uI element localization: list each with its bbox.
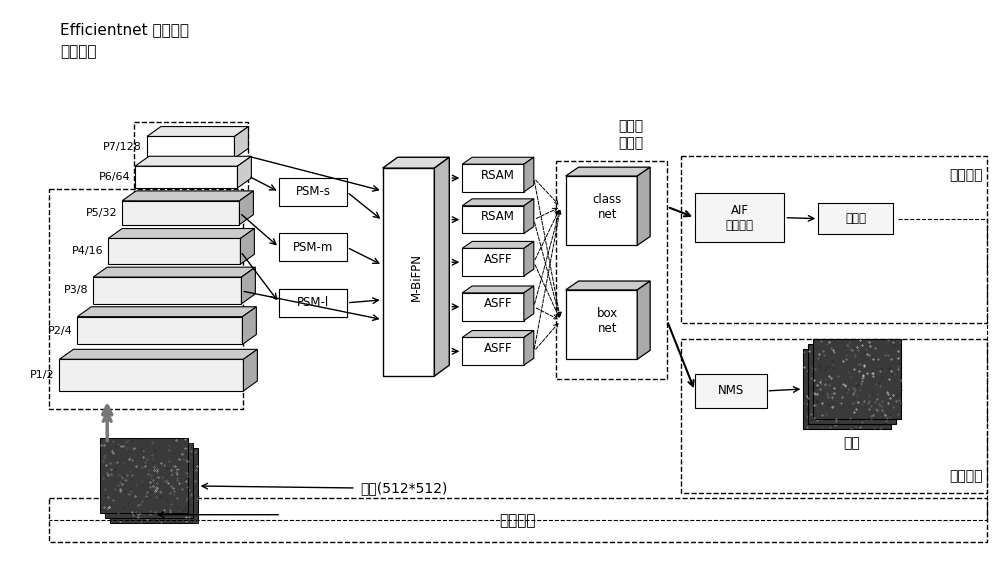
Polygon shape — [462, 331, 534, 337]
Polygon shape — [383, 157, 449, 168]
Polygon shape — [135, 156, 251, 166]
Polygon shape — [147, 126, 248, 137]
Polygon shape — [637, 281, 650, 359]
Text: 迭代训练: 迭代训练 — [500, 513, 536, 528]
Polygon shape — [524, 331, 534, 365]
Polygon shape — [524, 242, 534, 276]
Text: ASFF: ASFF — [484, 342, 512, 355]
Text: P4/16: P4/16 — [72, 246, 103, 256]
Polygon shape — [566, 281, 650, 290]
Bar — [695, 374, 767, 408]
Text: P2/4: P2/4 — [48, 325, 72, 336]
Polygon shape — [524, 199, 534, 234]
Polygon shape — [462, 337, 524, 365]
Bar — [279, 289, 347, 317]
Text: box
net: box net — [597, 307, 618, 335]
Polygon shape — [241, 267, 255, 304]
Bar — [110, 448, 198, 523]
Text: 分类回
归网络: 分类回 归网络 — [619, 120, 644, 150]
Text: NMS: NMS — [718, 384, 744, 397]
Polygon shape — [108, 229, 254, 239]
Text: PSM-l: PSM-l — [297, 297, 329, 310]
Bar — [134, 121, 248, 203]
Bar — [808, 344, 896, 424]
Bar — [279, 234, 347, 261]
Polygon shape — [462, 242, 534, 248]
Polygon shape — [462, 164, 524, 192]
Polygon shape — [239, 191, 253, 225]
Text: RSAM: RSAM — [481, 168, 515, 181]
Text: PSM-l: PSM-l — [297, 297, 329, 310]
Polygon shape — [135, 166, 237, 188]
Text: PSM-s: PSM-s — [296, 185, 331, 198]
Text: 和下采样: 和下采样 — [60, 44, 97, 60]
Bar — [818, 203, 893, 235]
Bar — [681, 340, 987, 493]
Bar — [100, 438, 188, 513]
Polygon shape — [566, 167, 650, 176]
Polygon shape — [240, 229, 254, 264]
Polygon shape — [462, 286, 534, 293]
Text: 输入(512*512): 输入(512*512) — [361, 481, 448, 495]
Bar — [49, 498, 987, 543]
Bar — [279, 178, 347, 206]
Polygon shape — [122, 201, 239, 225]
Bar — [556, 161, 667, 379]
Polygon shape — [462, 206, 524, 234]
Polygon shape — [462, 293, 524, 320]
Polygon shape — [242, 307, 256, 344]
Polygon shape — [237, 156, 251, 188]
Polygon shape — [243, 349, 257, 391]
Polygon shape — [77, 307, 256, 317]
Text: P6/64: P6/64 — [98, 172, 130, 182]
Text: P1/2: P1/2 — [30, 370, 54, 380]
Polygon shape — [234, 126, 248, 158]
Polygon shape — [147, 137, 234, 158]
Text: PSM-m: PSM-m — [293, 241, 333, 254]
Bar — [695, 193, 784, 243]
Text: P5/32: P5/32 — [86, 208, 117, 218]
Text: 输出: 输出 — [844, 437, 860, 450]
Polygon shape — [383, 168, 434, 376]
Polygon shape — [637, 167, 650, 246]
Polygon shape — [462, 199, 534, 206]
Bar — [279, 289, 347, 317]
Text: 优化器: 优化器 — [845, 212, 866, 225]
Polygon shape — [462, 248, 524, 276]
Text: ASFF: ASFF — [484, 253, 512, 266]
Text: AIF
损失函数: AIF 损失函数 — [726, 204, 754, 232]
Text: class
net: class net — [593, 193, 622, 221]
Bar — [105, 443, 193, 518]
Polygon shape — [108, 239, 240, 264]
Polygon shape — [77, 317, 242, 344]
Polygon shape — [566, 176, 637, 246]
Polygon shape — [93, 277, 241, 304]
Polygon shape — [524, 157, 534, 192]
Polygon shape — [462, 157, 534, 164]
Polygon shape — [524, 286, 534, 320]
Bar — [803, 349, 891, 429]
Bar — [49, 189, 243, 409]
Text: Efficientnet 主干网络: Efficientnet 主干网络 — [60, 23, 189, 37]
Polygon shape — [59, 349, 257, 359]
Polygon shape — [434, 157, 449, 376]
Text: P7/128: P7/128 — [103, 142, 142, 153]
Polygon shape — [93, 267, 255, 277]
Text: 测试阶段: 测试阶段 — [949, 469, 982, 483]
Text: 训练阶段: 训练阶段 — [949, 168, 982, 182]
Polygon shape — [59, 359, 243, 391]
Polygon shape — [122, 191, 253, 201]
Text: ASFF: ASFF — [484, 297, 512, 310]
Polygon shape — [566, 290, 637, 359]
Bar — [681, 156, 987, 323]
Text: RSAM: RSAM — [481, 210, 515, 223]
Text: P3/8: P3/8 — [64, 285, 88, 295]
Bar — [813, 340, 901, 418]
Text: M-BiFPN: M-BiFPN — [410, 253, 423, 301]
